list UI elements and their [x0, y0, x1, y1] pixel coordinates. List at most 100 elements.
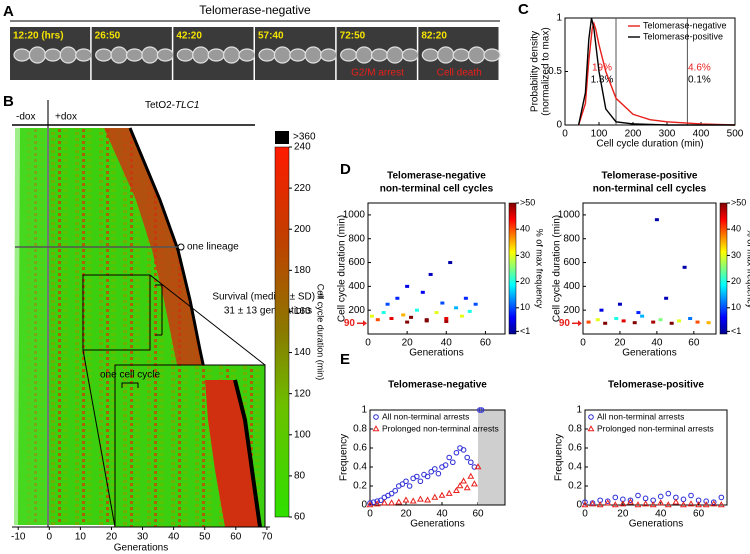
density-cell: [669, 321, 674, 325]
marker: [460, 447, 467, 453]
x-axis-label: Cell cycle duration (min): [596, 139, 703, 150]
colorbar-label: Cell cycle duration (min): [316, 284, 326, 381]
marker: [388, 499, 396, 506]
cell: [340, 48, 358, 62]
colorbar-tick-label: 30: [520, 250, 530, 260]
cell: [156, 48, 174, 62]
density-cell: [401, 313, 406, 317]
marker: [604, 498, 611, 505]
x-tick-label: 300: [659, 129, 676, 140]
density-cell: [444, 317, 449, 321]
frame-note: G2/M arrest: [351, 68, 404, 79]
y-tick-label: 200: [348, 305, 365, 316]
y-tick-label: 0: [556, 120, 562, 131]
cell: [95, 48, 113, 62]
y-tick-label: 1000: [343, 210, 366, 221]
x-tick-label: 20: [400, 509, 412, 520]
cell: [207, 48, 225, 62]
colorbar: [274, 146, 290, 518]
x-tick-label: 60: [230, 532, 242, 543]
colorbar-tick-label: 40: [520, 224, 530, 234]
colorbar-tick-label: 140: [294, 347, 311, 358]
title-gene: TLC1: [175, 100, 199, 111]
frame-note: Cell death: [437, 68, 482, 79]
cell: [44, 48, 62, 62]
density-cell: [420, 290, 425, 294]
marker: [366, 501, 374, 508]
marker: [435, 470, 442, 477]
colorbar: [719, 202, 728, 335]
colorbar-tick-label: <1: [520, 326, 530, 336]
colorbar-tick-label: 10: [520, 302, 530, 312]
heatmap-title: TetO2-TLC1: [145, 100, 199, 111]
cell: [238, 48, 256, 62]
colorbar-tick-label: 20: [520, 276, 530, 286]
y-axis-label: Frequency: [554, 434, 565, 481]
marker: [399, 481, 406, 487]
x-tick-label: 500: [727, 129, 744, 140]
x-tick-label: 60: [693, 509, 705, 520]
colorbar-tick-label: 40: [731, 224, 741, 234]
timestamp: 57:40: [258, 31, 284, 42]
colorbar-tick-label: 200: [294, 224, 311, 235]
x-tick-label: 200: [625, 129, 642, 140]
subplot-title: Telomerase-positive: [608, 380, 704, 391]
x-tick-label: 20: [617, 509, 629, 520]
marker: [627, 497, 634, 504]
y-tick-label: 200: [563, 305, 580, 316]
marker: [477, 407, 483, 413]
density-cell: [424, 319, 429, 323]
density-cell: [389, 317, 394, 321]
cell: [370, 48, 389, 62]
marker: [392, 487, 399, 494]
marker: [409, 497, 417, 504]
cell: [141, 46, 159, 64]
marker: [428, 468, 435, 475]
cell: [467, 46, 486, 64]
plot-frame: [367, 202, 506, 335]
marker: [442, 462, 449, 468]
legend-marker: [587, 425, 595, 432]
panel-label: B: [3, 93, 14, 110]
density-cell: [682, 265, 687, 269]
threshold-label: 4.6%: [688, 63, 711, 74]
x-tick-label: 20: [614, 338, 626, 349]
density-cell: [459, 314, 464, 318]
legend-label: All non-terminal arrests: [597, 411, 684, 421]
highlight-tick-label: 90: [559, 318, 571, 329]
x-tick-label: 10: [75, 532, 87, 543]
marker: [604, 499, 612, 506]
y-tick-label: 600: [348, 257, 365, 268]
cell: [192, 46, 210, 64]
density-cell: [395, 296, 400, 300]
cell: [289, 48, 307, 62]
marker: [611, 501, 619, 508]
threshold-label: 1.3%: [591, 75, 614, 86]
plot-frame: [369, 409, 506, 506]
marker: [388, 490, 395, 497]
density-line: [577, 21, 736, 126]
density-cell: [595, 318, 600, 322]
x-tick-label: 0: [580, 338, 586, 349]
cell: [75, 48, 93, 62]
marker: [478, 407, 485, 413]
marker: [642, 500, 650, 507]
marker: [470, 480, 478, 487]
density-cell: [688, 317, 693, 321]
x-tick-label: 40: [655, 509, 667, 520]
marker: [679, 501, 687, 508]
x-tick-label: 40: [441, 338, 453, 349]
colorbar-tick-label: 220: [294, 183, 311, 194]
density-cell: [467, 309, 472, 313]
cell: [421, 48, 439, 62]
subplot-title: Telomerase-negative: [387, 171, 486, 182]
y-tick-label: 0.8: [568, 424, 582, 435]
density-cell: [603, 321, 608, 325]
x-tick-label: 40: [436, 509, 448, 520]
marker: [370, 499, 377, 505]
marker: [649, 501, 657, 508]
x-tick-label: 70: [261, 532, 273, 543]
y-tick-label: 400: [348, 281, 365, 292]
x-axis-label: Generations: [622, 348, 676, 359]
marker: [474, 463, 482, 470]
